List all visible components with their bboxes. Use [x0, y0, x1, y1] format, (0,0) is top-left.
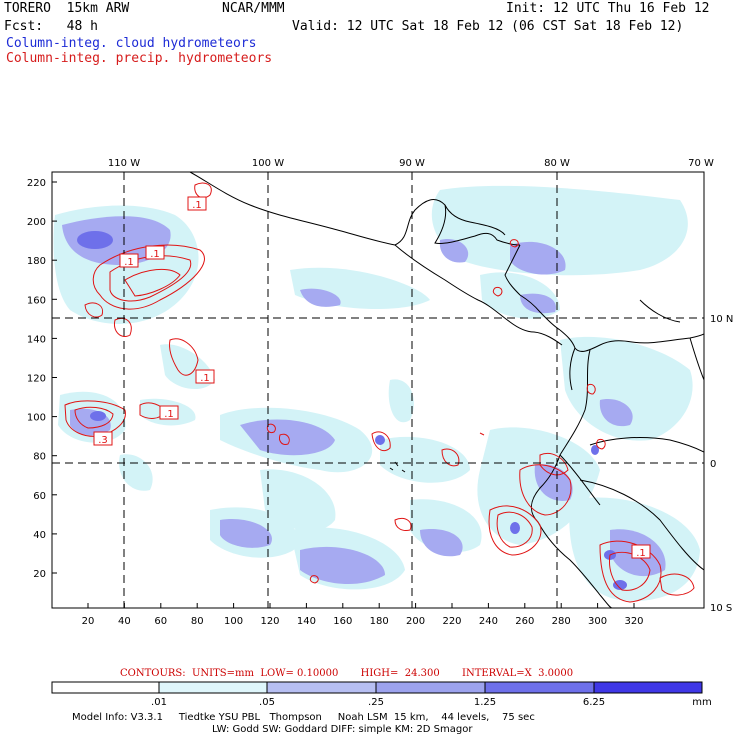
colorbar: .01 .05 .25 1.25 6.25 mm — [51, 681, 712, 708]
contour-info: CONTOURS: UNITS=mm LOW= 0.10000 HIGH= 24… — [120, 668, 574, 679]
y-tick-label: 140 — [27, 334, 46, 345]
x-tick-label: 80 — [191, 616, 204, 627]
y-tick-label: 60 — [33, 491, 46, 502]
org-label: NCAR/MMM — [222, 1, 285, 16]
x-tick-label: 20 — [82, 616, 95, 627]
x-tick-label: 40 — [118, 616, 131, 627]
y-tick-label: 220 — [27, 178, 46, 189]
y-tick-label: 120 — [27, 374, 46, 385]
y-tick-label: 180 — [27, 256, 46, 267]
x-tick-label: 60 — [154, 616, 167, 627]
latitude-labels: 10 N 0 10 S — [710, 314, 733, 614]
coastlines — [189, 172, 704, 608]
init-time: Init: 12 UTC Thu 16 Feb 12 — [506, 1, 710, 16]
colorbar-bin — [593, 681, 703, 694]
lat-label: 0 — [710, 459, 716, 470]
forecast-hour: Fcst: 48 h — [4, 19, 98, 34]
contour-label-boxes: .1 .1 .1 .1 .1 .3 .1 — [93, 196, 651, 559]
x-tick-label: 220 — [442, 616, 461, 627]
contour-label: .3 — [98, 435, 108, 446]
contour-label: .1 — [200, 373, 210, 384]
colorbar-bin — [484, 681, 595, 694]
lon-label: 70 W — [688, 158, 714, 169]
x-tick-label: 320 — [624, 616, 643, 627]
x-tick-label: 100 — [224, 616, 243, 627]
lon-label: 100 W — [252, 158, 284, 169]
lat-label: 10 N — [710, 314, 733, 325]
model-info-line2: LW: Godd SW: Goddard DIFF: simple KM: 2D… — [212, 724, 473, 735]
y-tick-label: 40 — [33, 530, 46, 541]
y-tick-label: 160 — [27, 295, 46, 306]
model-title: TORERO 15km ARW — [4, 1, 130, 16]
colorbar-label: .25 — [368, 697, 384, 708]
map-frame — [51, 171, 705, 609]
x-axis: 20 40 60 80 100 120 140 160 180 200 220 240 260 280 30… — [82, 603, 644, 627]
graticule — [52, 172, 704, 608]
cloud-dark-cores — [77, 231, 627, 590]
lat-label: 10 S — [710, 603, 732, 614]
model-info-line1: Model Info: V3.3.1 Tiedtke YSU PBL Thomp… — [72, 712, 535, 723]
colorbar-bin — [51, 681, 160, 694]
contour-label: .1 — [150, 249, 160, 260]
contour-label: .1 — [192, 200, 202, 211]
x-tick-label: 240 — [479, 616, 498, 627]
x-tick-label: 140 — [297, 616, 316, 627]
y-tick-label: 200 — [27, 217, 46, 228]
colorbar-bin — [158, 681, 268, 694]
valid-time: Valid: 12 UTC Sat 18 Feb 12 (06 CST Sat … — [292, 19, 684, 34]
y-tick-label: 20 — [33, 569, 46, 580]
y-tick-label: 80 — [33, 452, 46, 463]
colorbar-bin — [375, 681, 486, 694]
field-precip-label: Column-integ. precip. hydrometeors — [6, 51, 273, 66]
colorbar-label: 1.25 — [474, 697, 496, 708]
colorbar-label: 6.25 — [583, 697, 605, 708]
colorbar-unit: mm — [692, 697, 711, 708]
x-tick-label: 180 — [370, 616, 389, 627]
lon-label: 90 W — [399, 158, 425, 169]
longitude-labels: 110 W 100 W 90 W 80 W 70 W — [108, 158, 714, 169]
y-axis: 220 200 180 160 140 120 100 80 60 40 20 — [27, 178, 57, 580]
x-tick-label: 160 — [333, 616, 352, 627]
contour-label: .1 — [164, 409, 174, 420]
colorbar-label: .01 — [151, 697, 167, 708]
x-tick-label: 120 — [260, 616, 279, 627]
field-cloud-label: Column-integ. cloud hydrometeors — [6, 36, 257, 51]
x-tick-label: 260 — [515, 616, 534, 627]
y-tick-label: 100 — [27, 413, 46, 424]
colorbar-label: .05 — [259, 697, 275, 708]
contour-label: .1 — [124, 257, 134, 268]
x-tick-label: 300 — [588, 616, 607, 627]
lon-label: 80 W — [544, 158, 570, 169]
x-tick-label: 200 — [406, 616, 425, 627]
x-tick-label: 280 — [552, 616, 571, 627]
colorbar-bin — [266, 681, 377, 694]
contour-label: .1 — [636, 548, 646, 559]
lon-label: 110 W — [108, 158, 140, 169]
